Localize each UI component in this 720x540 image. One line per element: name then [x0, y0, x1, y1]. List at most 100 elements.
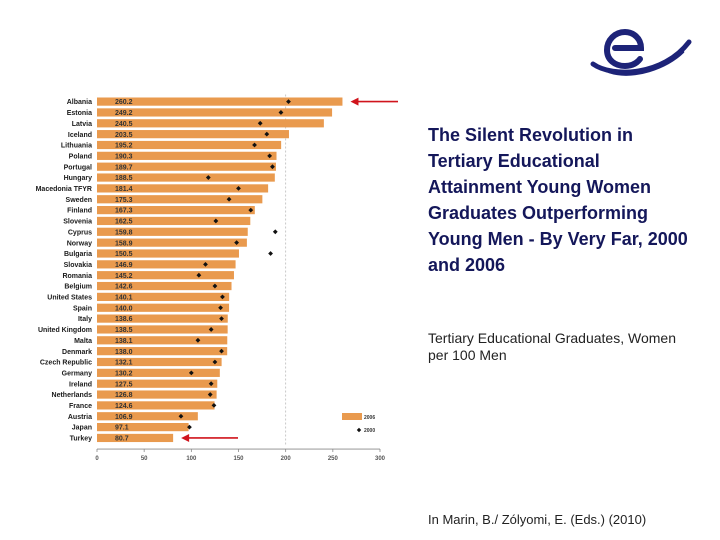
data-label: 162.5: [115, 219, 133, 226]
x-tick-label: 50: [141, 456, 148, 462]
marker-2000: [286, 99, 291, 104]
data-label: 158.9: [115, 240, 133, 247]
data-label: 203.5: [115, 132, 133, 139]
data-label: 127.5: [115, 381, 133, 388]
category-label: Czech Republic: [40, 360, 92, 367]
x-tick-label: 250: [328, 456, 339, 462]
data-label: 195.2: [115, 143, 133, 150]
data-label: 124.6: [115, 403, 133, 410]
category-label: Netherlands: [52, 392, 93, 399]
bar-2006: [97, 195, 263, 204]
category-label: Denmark: [62, 349, 92, 356]
bar-2006: [97, 227, 248, 236]
data-label: 138.0: [115, 349, 133, 356]
category-label: Finland: [67, 208, 92, 215]
chart: Albania 260.2 Estonia 249.2 Latvia 240.5 Icela…: [36, 94, 398, 462]
marker-2000: [187, 424, 192, 430]
legend: 2006 2000: [342, 413, 375, 434]
category-label: Estonia: [67, 110, 92, 117]
data-label: 240.5: [115, 121, 133, 128]
x-axis: 0 50 100 150 200 250 300: [95, 448, 386, 462]
x-tick-label: 100: [186, 456, 197, 462]
marker-2000: [270, 164, 275, 170]
category-label: Spain: [73, 305, 92, 312]
marker-2000: [218, 305, 223, 311]
category-label: Iceland: [68, 132, 92, 139]
bar-2006: [97, 119, 324, 128]
data-label: 106.9: [115, 414, 133, 421]
bar-2006: [97, 433, 174, 443]
legend-swatch-2006: [342, 413, 362, 420]
slide-title: The Silent Revolution in Tertiary Educat…: [428, 125, 688, 275]
marker-2000: [236, 186, 241, 191]
data-label: 167.3: [115, 208, 133, 215]
data-label: 140.1: [115, 295, 133, 302]
bars-layer: [97, 97, 343, 443]
marker-2000: [208, 381, 214, 387]
marker-2000: [248, 207, 254, 213]
marker-2000: [272, 229, 278, 235]
bar-2006: [97, 130, 289, 139]
category-label: Ireland: [69, 381, 92, 388]
category-label: Albania: [67, 99, 92, 106]
legend-marker-2000: [356, 427, 362, 433]
arrows-layer: [181, 97, 398, 442]
bar-2006: [97, 379, 218, 388]
bar-2006: [97, 347, 228, 356]
category-label: Hungary: [64, 175, 93, 182]
marker-2000: [211, 403, 217, 408]
category-label: Slovenia: [63, 219, 92, 226]
marker-2000: [267, 153, 273, 159]
marker-2000: [219, 348, 224, 354]
markers-layer: [178, 99, 291, 430]
data-label: 126.8: [115, 392, 133, 399]
bar-2006: [97, 206, 255, 215]
category-label: Cyprus: [68, 229, 92, 236]
bar-2006: [97, 368, 220, 377]
data-label: 260.2: [115, 99, 133, 106]
category-label: Bulgaria: [64, 251, 92, 258]
x-tick-label: 150: [233, 456, 244, 462]
marker-2000: [234, 240, 240, 246]
category-label: Malta: [74, 338, 92, 345]
category-label: Macedonia TFYR: [36, 186, 92, 193]
bar-2006: [97, 108, 333, 117]
bar-2006: [97, 140, 282, 150]
labels-layer: Albania 260.2 Estonia 249.2 Latvia 240.5 Icela…: [36, 99, 133, 442]
bar-2006: [97, 325, 228, 334]
category-label: United States: [47, 295, 92, 302]
bar-2006: [97, 401, 215, 410]
data-label: 159.8: [115, 229, 133, 236]
chart-subtitle: Tertiary Educational Graduates, Women pe…: [428, 330, 676, 363]
category-label: Austria: [68, 414, 92, 421]
data-label: 146.9: [115, 262, 133, 269]
category-label: Poland: [69, 153, 92, 160]
x-tick-label: 300: [375, 456, 386, 462]
bar-2006: [97, 336, 228, 345]
bar-2006: [97, 249, 239, 258]
data-label: 138.6: [115, 316, 133, 323]
marker-2000: [268, 251, 273, 256]
logo-icon: [590, 28, 692, 76]
legend-label-2006: 2006: [364, 415, 375, 421]
marker-2000: [264, 131, 270, 137]
category-label: Slovakia: [64, 262, 93, 269]
data-label: 130.2: [115, 370, 133, 377]
marker-2000: [226, 196, 232, 202]
marker-2000: [195, 337, 201, 343]
data-label: 190.3: [115, 153, 133, 160]
category-label: Italy: [78, 316, 92, 323]
category-label: United Kingdom: [38, 327, 92, 334]
bar-2006: [97, 292, 230, 301]
logo-swoosh: [590, 39, 692, 75]
marker-2000: [178, 413, 184, 419]
marker-2000: [188, 370, 194, 376]
bar-2006: [97, 238, 247, 247]
data-label: 150.5: [115, 251, 133, 258]
category-label: Japan: [72, 425, 92, 432]
bar-2006: [97, 271, 234, 280]
logo-letter-e: [603, 28, 645, 70]
data-label: 140.0: [115, 305, 133, 312]
marker-2000: [278, 110, 284, 115]
category-label: Germany: [62, 370, 92, 377]
